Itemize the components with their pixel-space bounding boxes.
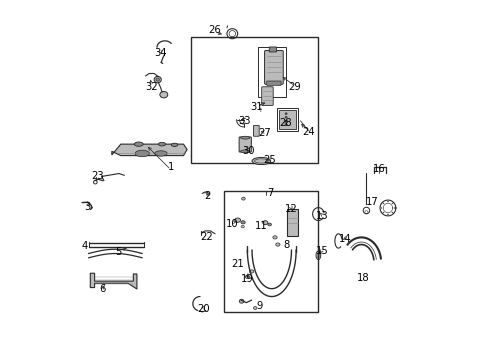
Ellipse shape [253,307,257,310]
Text: 2: 2 [204,191,210,201]
Ellipse shape [239,299,244,303]
Polygon shape [112,144,187,156]
Text: 22: 22 [199,232,212,242]
Text: 14: 14 [339,234,351,244]
Ellipse shape [382,212,384,213]
FancyBboxPatch shape [264,50,283,84]
Ellipse shape [262,221,267,225]
Ellipse shape [267,223,271,226]
Text: 26: 26 [208,25,221,35]
FancyBboxPatch shape [266,81,281,85]
Text: 9: 9 [256,301,262,311]
Text: 10: 10 [226,219,239,229]
Text: 12: 12 [284,204,297,214]
FancyBboxPatch shape [239,137,251,152]
Text: 20: 20 [197,304,209,314]
Ellipse shape [134,142,143,146]
FancyBboxPatch shape [286,210,297,236]
Ellipse shape [234,218,240,222]
Ellipse shape [241,225,244,228]
Ellipse shape [272,236,277,239]
Text: 27: 27 [258,129,270,138]
Ellipse shape [154,151,167,156]
Ellipse shape [391,203,393,204]
Ellipse shape [259,111,261,112]
Ellipse shape [241,197,244,200]
Text: 30: 30 [242,146,254,156]
Ellipse shape [285,116,286,118]
Ellipse shape [382,203,384,204]
Ellipse shape [156,78,159,81]
Text: 34: 34 [154,48,166,58]
Text: 18: 18 [356,273,369,283]
Text: 25: 25 [263,155,275,165]
Ellipse shape [154,76,161,83]
Text: 3: 3 [84,202,90,212]
Ellipse shape [171,143,178,147]
Ellipse shape [135,150,149,157]
FancyBboxPatch shape [261,87,273,105]
Ellipse shape [275,243,280,246]
Ellipse shape [386,201,388,202]
Text: 29: 29 [288,82,301,93]
Text: 16: 16 [372,164,385,174]
FancyBboxPatch shape [278,110,296,129]
Text: 33: 33 [237,116,250,126]
Text: 1: 1 [167,162,174,172]
Ellipse shape [393,207,394,209]
Text: 32: 32 [144,82,157,92]
Ellipse shape [391,212,393,213]
Ellipse shape [285,120,286,122]
Text: 4: 4 [81,241,88,251]
Ellipse shape [259,108,261,109]
Ellipse shape [160,91,167,98]
Text: 6: 6 [100,284,106,294]
Ellipse shape [386,214,388,215]
Polygon shape [90,273,137,289]
Ellipse shape [158,142,165,146]
Text: 7: 7 [267,188,273,198]
Ellipse shape [249,270,253,273]
FancyBboxPatch shape [269,47,276,52]
Text: 31: 31 [250,102,263,112]
Ellipse shape [380,207,382,209]
Text: 21: 21 [231,259,244,269]
Text: 19: 19 [241,274,253,284]
Text: 17: 17 [365,197,378,207]
Text: 11: 11 [255,221,267,230]
Ellipse shape [285,124,286,126]
FancyBboxPatch shape [253,126,259,136]
Text: 24: 24 [302,127,314,136]
Ellipse shape [240,136,249,139]
Ellipse shape [244,275,249,278]
Ellipse shape [240,150,249,153]
Ellipse shape [285,113,286,114]
Ellipse shape [241,221,244,224]
Text: 5: 5 [115,247,121,257]
Ellipse shape [251,157,270,165]
Text: 13: 13 [315,211,327,221]
Ellipse shape [259,105,261,106]
Text: 15: 15 [316,246,328,256]
Text: 23: 23 [91,171,103,181]
Text: 28: 28 [279,118,291,128]
Text: 8: 8 [283,239,289,249]
